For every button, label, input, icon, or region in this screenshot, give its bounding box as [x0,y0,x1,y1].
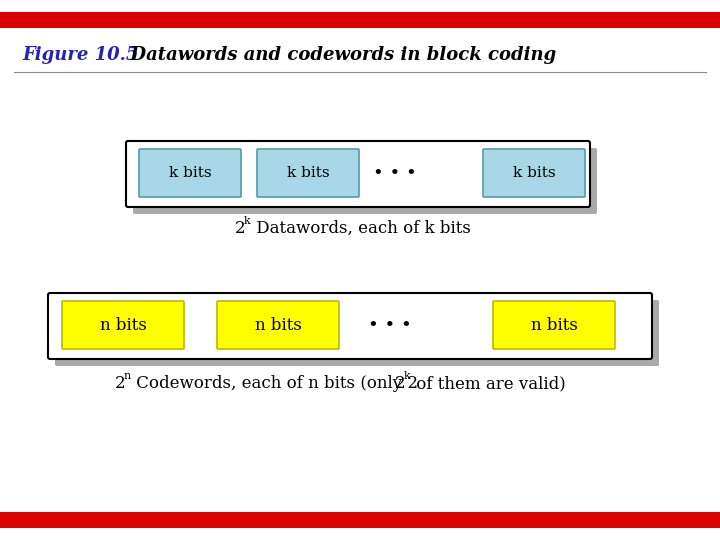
FancyBboxPatch shape [139,149,241,197]
Text: Datawords, each of k bits: Datawords, each of k bits [251,220,471,237]
Text: • • •: • • • [373,164,417,182]
Text: of them are valid): of them are valid) [411,375,566,392]
FancyBboxPatch shape [62,301,184,349]
Text: 2: 2 [235,220,246,237]
FancyBboxPatch shape [126,141,590,207]
Text: k: k [244,216,251,226]
Text: n bits: n bits [255,316,302,334]
Text: Datawords and codewords in block coding: Datawords and codewords in block coding [118,46,557,64]
Text: k bits: k bits [287,166,329,180]
Text: k bits: k bits [513,166,555,180]
Text: k bits: k bits [168,166,211,180]
Bar [0,12,720,28]
Text: n: n [124,371,131,381]
Text: Codewords, each of n bits (only 2: Codewords, each of n bits (only 2 [131,375,418,392]
Text: Figure 10.5: Figure 10.5 [22,46,138,64]
Text: • • •: • • • [368,316,412,334]
FancyBboxPatch shape [133,148,597,214]
FancyBboxPatch shape [48,293,652,359]
FancyBboxPatch shape [257,149,359,197]
Text: n bits: n bits [531,316,577,334]
FancyBboxPatch shape [217,301,339,349]
Bar [0,512,720,528]
FancyBboxPatch shape [55,300,659,366]
Text: 2: 2 [115,375,125,392]
Text: 2: 2 [395,375,405,392]
FancyBboxPatch shape [483,149,585,197]
FancyBboxPatch shape [493,301,615,349]
Text: k: k [404,371,410,381]
Text: n bits: n bits [99,316,146,334]
